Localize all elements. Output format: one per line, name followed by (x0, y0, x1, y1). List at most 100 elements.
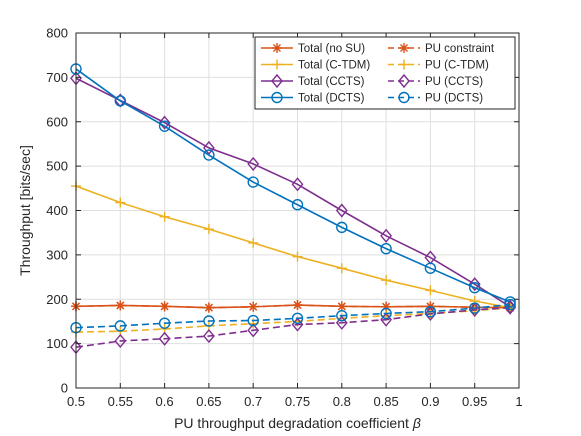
data-point-marker (248, 237, 259, 248)
x-axis-label: PU throughput degradation coefficient β (174, 415, 421, 431)
legend-label: Total (DCTS) (298, 93, 365, 105)
legend-entry: Total (C-TDM) (261, 59, 370, 72)
series-pu-dcts (70, 298, 516, 334)
data-point-marker (504, 298, 516, 311)
data-point-marker (247, 156, 260, 171)
series-total-dcts (70, 63, 516, 308)
legend-marker-sample (272, 59, 282, 70)
data-point-marker (114, 333, 127, 349)
data-point-marker (203, 315, 215, 327)
x-tick-label: 0.75 (285, 394, 310, 409)
data-point-marker (381, 275, 392, 286)
x-tick-label: 1 (515, 394, 522, 409)
legend-marker-sample (398, 91, 410, 104)
legend-entry: PU constraint (388, 43, 495, 55)
legend-marker-sample (272, 43, 282, 53)
y-tick-label: 100 (46, 336, 68, 351)
data-point-marker (159, 211, 170, 222)
x-tick-label: 0.8 (333, 394, 351, 409)
data-point-marker (247, 323, 260, 338)
data-point-marker (425, 285, 436, 296)
legend-marker-sample (399, 43, 409, 53)
y-tick-label: 200 (46, 292, 68, 307)
data-point-marker (469, 302, 481, 314)
data-point-marker (115, 197, 126, 208)
data-point-marker (248, 301, 259, 312)
series-total-c-tdm (71, 181, 516, 313)
legend-entry: PU (DCTS) (388, 91, 483, 105)
legend-label: Total (CCTS) (298, 76, 365, 88)
data-point-marker (336, 309, 348, 322)
y-tick-label: 700 (46, 70, 68, 85)
data-point-marker (158, 331, 171, 346)
series-line (75, 68, 511, 303)
legend-marker-sample (271, 73, 283, 89)
x-axis-label-symbol: β (412, 415, 421, 431)
legend-label: PU (DCTS) (425, 93, 483, 105)
data-point-marker (336, 221, 348, 234)
data-point-marker (335, 203, 348, 218)
data-point-marker (203, 302, 214, 313)
data-point-marker (158, 115, 171, 130)
axis-ticks: 0.5 0.55 0.6 0.65 0.7 0.75 0.8 0.85 0.9 0.95 1 0 100… (46, 26, 522, 410)
x-tick-label: 0.7 (244, 394, 262, 409)
series-line (75, 303, 511, 329)
plot-series (70, 63, 517, 355)
series-line (75, 77, 511, 308)
legend-entry: Total (DCTS) (261, 91, 365, 105)
x-tick-label: 0.6 (156, 394, 174, 409)
data-point-marker (424, 305, 437, 318)
legend-marker-sample (271, 91, 283, 104)
data-point-marker (159, 301, 170, 312)
data-point-marker (203, 224, 214, 235)
data-point-marker (292, 300, 303, 311)
legend-entry: PU (C-TDM) (388, 59, 489, 72)
data-point-marker (336, 301, 347, 312)
data-point-marker (424, 262, 437, 274)
y-tick-label: 300 (46, 247, 68, 262)
legend-label: PU (C-TDM) (425, 60, 489, 72)
y-tick-label: 400 (46, 203, 68, 218)
data-point-marker (158, 317, 171, 329)
x-tick-label: 0.85 (373, 394, 398, 409)
data-point-marker (335, 315, 348, 330)
data-point-marker (381, 301, 392, 312)
legend-label: Total (no SU) (298, 43, 365, 55)
legend-label: PU (CCTS) (425, 76, 483, 88)
data-point-marker (468, 277, 481, 292)
data-point-marker (291, 312, 304, 325)
data-point-marker (292, 251, 303, 262)
legend-marker-sample (398, 73, 410, 89)
data-point-marker (158, 120, 171, 132)
legend-entry: Total (no SU) (261, 43, 365, 55)
legend-box (254, 36, 516, 110)
data-point-marker (202, 140, 215, 156)
legend: Total (no SU) PU constraint Total (C-TDM) P… (254, 36, 516, 110)
legend-entry: PU (CCTS) (388, 73, 483, 89)
y-tick-label: 800 (46, 26, 68, 41)
data-point-marker (380, 307, 392, 320)
legend-label: PU constraint (425, 43, 495, 55)
x-tick-label: 0.95 (462, 394, 487, 409)
y-axis-label: Throughput [bits/sec] (17, 145, 33, 276)
x-tick-label: 0.9 (421, 394, 439, 409)
y-tick-label: 0 (61, 381, 68, 396)
data-point-marker (291, 199, 304, 211)
series-line (75, 306, 511, 348)
x-tick-label: 0.55 (108, 394, 133, 409)
data-point-marker (114, 95, 127, 107)
legend-label: Total (C-TDM) (298, 60, 370, 72)
series-pu-ccts (70, 300, 517, 355)
data-point-marker (203, 149, 215, 161)
data-point-marker (247, 176, 259, 188)
legend-entry: Total (CCTS) (261, 73, 365, 89)
data-point-marker (380, 242, 392, 255)
x-axis-label-text: PU throughput degradation coefficient (174, 415, 409, 431)
data-point-marker (115, 300, 126, 311)
y-tick-label: 600 (46, 114, 68, 129)
legend-marker-sample (399, 59, 409, 70)
x-tick-label: 0.5 (67, 394, 85, 409)
data-point-marker (114, 320, 127, 332)
data-point-marker (336, 263, 347, 274)
